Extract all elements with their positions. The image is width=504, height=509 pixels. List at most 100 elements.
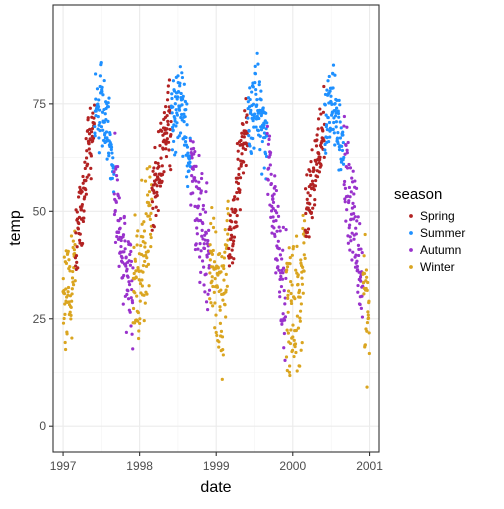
data-point	[234, 208, 238, 213]
data-point	[367, 299, 371, 303]
data-point	[68, 269, 72, 273]
data-point	[243, 109, 247, 113]
data-point	[120, 256, 124, 260]
data-point	[302, 253, 306, 257]
data-point	[251, 119, 255, 123]
data-point	[97, 151, 101, 155]
data-point	[248, 144, 252, 148]
data-point	[157, 164, 161, 169]
data-point	[100, 89, 104, 94]
data-point	[315, 175, 320, 179]
data-point	[193, 149, 197, 154]
data-point	[298, 319, 302, 323]
data-point	[332, 131, 336, 135]
data-point	[170, 148, 174, 152]
data-point	[258, 134, 262, 138]
data-point	[301, 265, 305, 269]
data-point	[165, 127, 169, 131]
data-point	[302, 269, 306, 273]
data-point	[148, 232, 153, 236]
data-point	[150, 228, 154, 232]
data-point	[220, 335, 225, 339]
data-point	[342, 155, 346, 160]
data-point	[327, 120, 332, 125]
data-point	[352, 192, 356, 196]
data-point	[130, 332, 134, 336]
data-point	[225, 284, 229, 288]
data-point	[114, 167, 118, 171]
data-point	[168, 127, 172, 132]
data-point	[348, 166, 353, 170]
data-point	[282, 346, 286, 350]
data-point	[208, 297, 212, 301]
data-point	[365, 385, 369, 389]
data-point	[350, 176, 354, 180]
data-point	[351, 217, 356, 221]
data-point	[349, 239, 353, 243]
data-point	[322, 139, 326, 143]
data-point	[145, 292, 149, 296]
data-point	[255, 103, 259, 107]
y-tick-label: 50	[33, 204, 47, 218]
data-point	[353, 215, 357, 219]
data-point	[343, 152, 347, 156]
data-point	[196, 247, 200, 251]
data-point	[295, 314, 299, 318]
data-point	[266, 178, 270, 182]
data-point	[118, 226, 122, 230]
data-point	[76, 227, 80, 231]
data-point	[280, 322, 284, 326]
data-point	[303, 187, 308, 191]
data-point	[160, 173, 165, 177]
data-point	[307, 235, 311, 239]
data-point	[131, 266, 135, 270]
data-point	[84, 192, 88, 196]
data-point	[348, 195, 352, 199]
data-point	[71, 280, 75, 284]
data-point	[230, 248, 234, 252]
data-point	[83, 160, 87, 164]
data-point	[66, 290, 70, 294]
data-point	[278, 253, 282, 257]
data-point	[108, 132, 112, 137]
data-point	[362, 254, 366, 258]
data-point	[219, 329, 224, 333]
data-point	[350, 231, 354, 235]
data-point	[238, 208, 242, 212]
data-point	[149, 244, 153, 249]
data-point	[129, 243, 133, 247]
data-point	[86, 162, 90, 166]
data-point	[222, 266, 226, 271]
data-point	[262, 123, 266, 127]
data-point	[126, 275, 130, 279]
data-point	[269, 181, 273, 186]
data-point	[199, 249, 203, 253]
data-point	[339, 126, 343, 130]
data-point	[136, 310, 140, 315]
data-point	[81, 174, 85, 179]
data-point	[274, 271, 278, 275]
data-point	[152, 166, 156, 170]
data-point	[229, 237, 233, 242]
data-point	[286, 331, 290, 335]
data-point	[191, 191, 195, 195]
data-point	[289, 291, 293, 296]
data-point	[71, 239, 75, 243]
data-point	[323, 103, 327, 107]
data-point	[316, 117, 321, 121]
data-point	[173, 153, 177, 157]
data-point	[181, 154, 185, 158]
data-point	[306, 206, 310, 210]
data-point	[99, 60, 103, 65]
data-point	[259, 128, 264, 132]
data-point	[131, 306, 136, 311]
data-point	[265, 121, 269, 125]
data-point	[155, 193, 159, 198]
data-point	[169, 119, 173, 124]
data-point	[258, 148, 262, 152]
data-point	[126, 240, 130, 244]
data-point	[334, 111, 338, 115]
data-point	[64, 261, 69, 265]
data-point	[229, 255, 233, 259]
data-point	[189, 139, 193, 143]
